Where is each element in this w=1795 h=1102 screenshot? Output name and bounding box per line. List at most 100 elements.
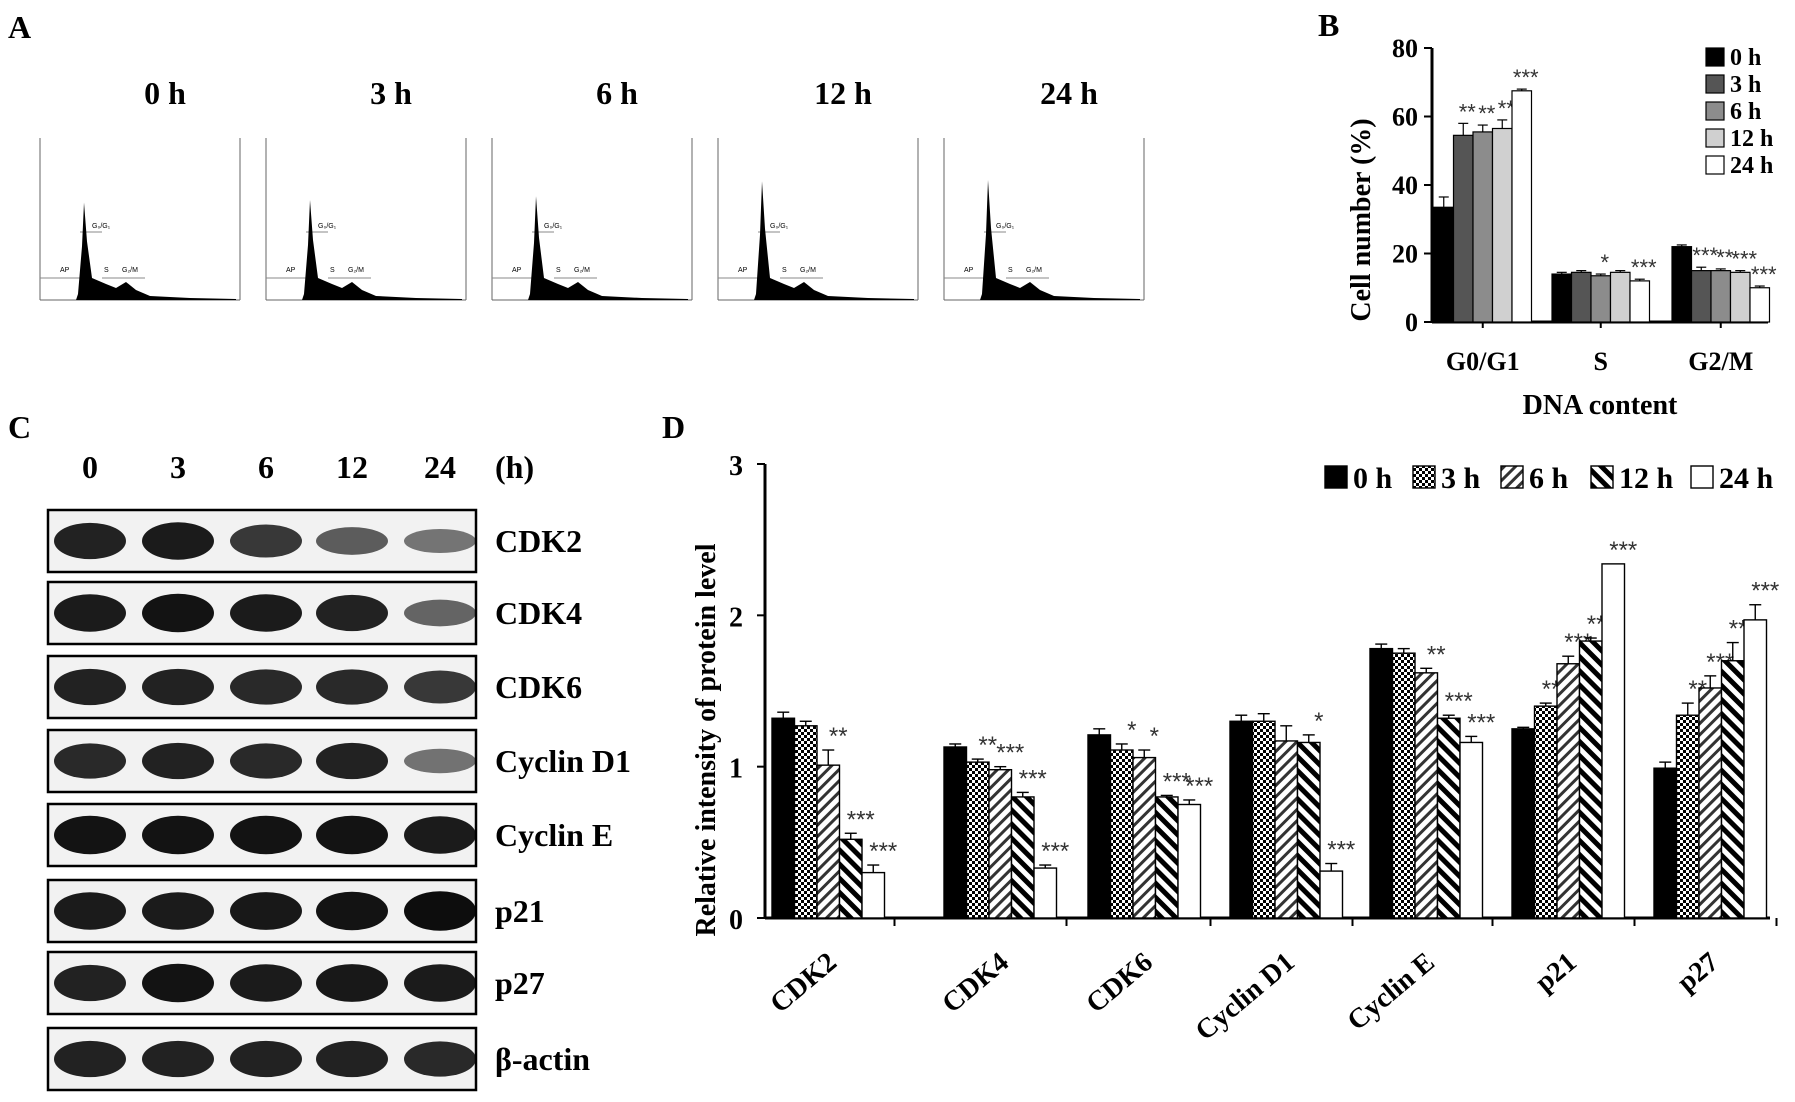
- panel-d-bar: [1556, 663, 1581, 919]
- blot-band: [54, 892, 126, 930]
- panel-b-bar: [1729, 271, 1751, 323]
- panel-d-significance: ***: [1185, 773, 1213, 800]
- panel-b-legend-label: 6 h: [1730, 99, 1761, 125]
- panel-b-legend-swatch: [1705, 101, 1725, 121]
- histogram-label-g0g1: G₀/G₁: [92, 223, 111, 230]
- panel-d-bar: [1154, 796, 1179, 919]
- blot-band: [404, 599, 476, 627]
- histogram-label-g0g1: G₀/G₁: [544, 223, 563, 230]
- panel-b-legend-label: 3 h: [1730, 72, 1761, 98]
- blot-band: [404, 816, 476, 854]
- blot-band: [142, 963, 214, 1003]
- blot-band: [142, 593, 214, 633]
- blot-band: [230, 892, 302, 930]
- panel-d-bar: [1391, 652, 1416, 919]
- blot-band: [230, 743, 302, 779]
- panel-d-bar: [1533, 705, 1558, 919]
- panel-b-bar: [1551, 273, 1573, 323]
- histogram-label-g2m: G₂/M: [1026, 267, 1042, 274]
- panel-d-category-label: CDK6: [1080, 947, 1158, 1020]
- panel-d-bar: [1296, 741, 1321, 919]
- blot-band: [54, 964, 126, 1002]
- panel-b-ytick-label: 20: [1392, 240, 1418, 269]
- panel-b-legend-swatch: [1705, 74, 1725, 94]
- histogram-shape: [76, 202, 236, 300]
- panel-d-significance: **: [978, 732, 997, 759]
- histogram-label-g2m: G₂/M: [348, 267, 364, 274]
- panel-d-category-label: CDK4: [936, 947, 1014, 1020]
- blot-band: [142, 815, 214, 855]
- histogram-time-label: 6 h: [596, 75, 638, 111]
- panel-b-significance: ***: [1751, 262, 1777, 287]
- blot-protein-label: β-actin: [495, 1041, 590, 1077]
- blot-band: [316, 1040, 388, 1078]
- blot-protein-label: Cyclin D1: [495, 743, 631, 779]
- histogram-time-label: 3 h: [370, 75, 412, 111]
- panel-d-bar: [771, 717, 796, 919]
- blot-band: [54, 815, 126, 855]
- panel-d-significance: ***: [1609, 537, 1637, 564]
- panel-d-significance: ***: [847, 806, 875, 833]
- panel-b-significance: **: [1478, 101, 1496, 126]
- panel-d-legend-label: 6 h: [1529, 462, 1569, 495]
- histogram-label-s: S: [330, 267, 335, 274]
- panel-b-bar: [1472, 131, 1494, 323]
- panel-d-legend-label: 3 h: [1441, 462, 1481, 495]
- panel-a-histograms: 0 h AP G₀/G₁ S G₂/M 3 h AP G₀/G₁ S G₂/M 6 h AP G₀/G₁…: [39, 75, 1145, 301]
- blot-band: [316, 815, 388, 855]
- panel-d-bar: [1010, 796, 1035, 919]
- panel-d-significance: ***: [1163, 768, 1191, 795]
- panel-b-bar: [1690, 270, 1712, 323]
- panel-label-a: A: [8, 9, 31, 45]
- panel-b-legend-label: 0 h: [1730, 45, 1761, 71]
- panel-d-significance: ***: [869, 838, 897, 865]
- blot-band: [54, 743, 126, 779]
- panel-d-bar: [816, 764, 841, 919]
- histogram-shape: [980, 180, 1140, 300]
- blot-protein-label: p27: [495, 965, 545, 1001]
- panel-b-category-label: G2/M: [1688, 347, 1753, 376]
- blot-band: [142, 742, 214, 780]
- panel-d-legend-swatch: [1690, 465, 1714, 489]
- blot-band: [404, 891, 476, 931]
- histogram-label-s: S: [104, 267, 109, 274]
- blot-band: [142, 522, 214, 560]
- panel-b-ytick-label: 0: [1405, 308, 1418, 337]
- blot-band: [404, 1041, 476, 1077]
- panel-b-bar: [1629, 280, 1651, 323]
- histogram-time-label: 24 h: [1040, 75, 1098, 111]
- panel-d-significance: ***: [996, 740, 1024, 767]
- histogram-label-g2m: G₂/M: [122, 267, 138, 274]
- panel-d-bar: [1033, 867, 1058, 919]
- panel-b-category-label: G0/G1: [1446, 347, 1520, 376]
- blot-protein-label: Cyclin E: [495, 817, 613, 853]
- panel-d-bar: [965, 761, 990, 919]
- histogram-shape: [528, 196, 688, 300]
- blot-band: [316, 964, 388, 1002]
- blot-band: [230, 964, 302, 1002]
- blot-band: [54, 668, 126, 706]
- panel-d-bar: [943, 746, 968, 919]
- panel-d-ytick-label: 3: [729, 451, 743, 482]
- panel-d-bar: [1369, 647, 1394, 919]
- panel-d-bar: [1229, 720, 1254, 919]
- blot-band: [230, 669, 302, 705]
- histogram-label-ap: AP: [512, 267, 522, 274]
- blot-band: [316, 669, 388, 705]
- panel-d-significance: ***: [1751, 578, 1779, 605]
- panel-b-significance: ***: [1731, 247, 1757, 272]
- histogram-label-g2m: G₂/M: [800, 267, 816, 274]
- panel-d-chart: Relative intensity of protein level 0 1 2 3…: [691, 451, 1779, 1047]
- blot-band: [230, 594, 302, 632]
- histogram-time-label: 0 h: [144, 75, 186, 111]
- blot-time-label: 6: [258, 449, 274, 485]
- blot-band: [54, 522, 126, 560]
- panel-b-significance: **: [1459, 99, 1477, 124]
- panel-b-bar: [1570, 271, 1592, 323]
- panel-b-ytick-label: 40: [1392, 171, 1418, 200]
- panel-d-bar: [1743, 619, 1768, 919]
- panel-d-bar: [1087, 734, 1112, 919]
- panel-d-ytick-label: 0: [729, 905, 743, 936]
- panel-b-chart: Cell number (%) DNA content 0 20 40 60 80 G0/…: [1346, 34, 1777, 421]
